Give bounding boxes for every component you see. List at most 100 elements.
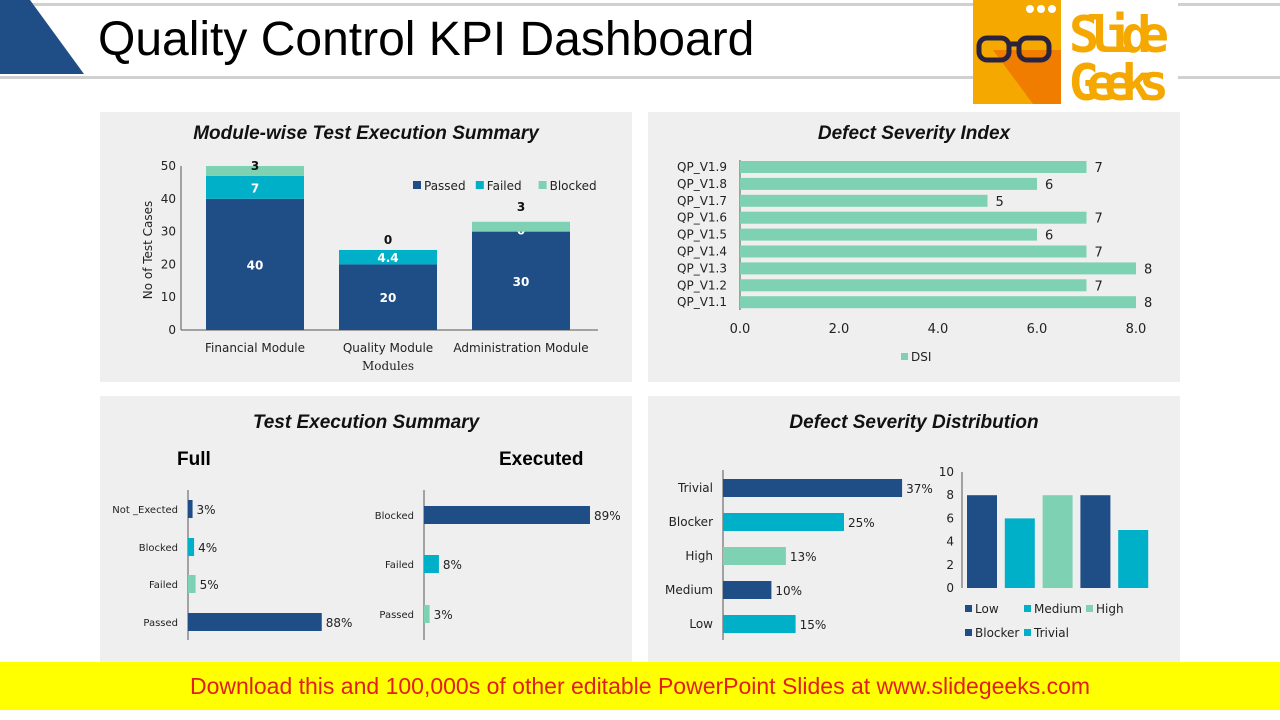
bar [188,613,322,631]
legend-label: Low [975,602,999,616]
svg-text:Slide: Slide [1069,6,1169,64]
y-tick-label: 40 [161,192,176,206]
legend-swatch [475,181,484,189]
data-label: 15% [800,618,827,632]
y-tick-label: Passed [143,618,178,629]
bar [424,506,590,524]
data-label: 5% [200,578,219,592]
y-tick-label: QP_V1.9 [677,160,727,174]
full-title: Full [177,449,211,470]
executed-title: Executed [499,449,584,470]
y-tick-label: Blocked [375,511,414,522]
legend-label: Trivial [1033,626,1069,640]
legend-label: Blocked [550,179,597,193]
bar [723,513,844,531]
y-tick-label: Failed [385,560,414,571]
data-label: 8% [443,558,462,572]
bar-trivial [1118,530,1149,588]
data-label: 3 [517,200,525,214]
x-tick-label: 2.0 [829,322,850,337]
chart-title: Defect Severity Index [817,123,1011,144]
legend-swatch [1086,605,1093,612]
bar-dsi [740,262,1136,275]
bar-dsi [740,194,988,207]
data-label: 6 [1045,229,1053,244]
x-tick-label: Administration Module [453,341,588,355]
bar-dsi [740,211,1087,224]
bar [723,581,772,599]
legend-swatch [901,353,908,360]
chart-title: Test Execution Summary [252,412,480,433]
legend-swatch [1024,629,1031,636]
legend-label: Passed [424,179,466,193]
bar-dsi [740,279,1087,292]
y-tick-label: 4 [946,535,954,549]
legend-label: Failed [487,179,522,193]
footer-banner[interactable]: Download this and 100,000s of other edit… [0,662,1280,710]
data-label: 8 [1144,262,1152,277]
bar-dsi [740,245,1087,258]
legend-swatch [1024,605,1031,612]
data-label: 20 [380,291,397,305]
data-label: 10% [775,584,802,598]
y-tick-label: 10 [161,290,176,304]
data-label: 5 [996,195,1004,210]
data-label: 7 [1095,212,1103,227]
y-tick-label: 8 [946,488,954,502]
y-tick-label: QP_V1.1 [677,295,727,309]
legend-label: Blocker [975,626,1019,640]
data-label: 30 [513,275,530,289]
y-tick-label: QP_V1.6 [677,211,727,225]
bar-dsi [740,228,1037,241]
svg-text:Geeks: Geeks [1069,54,1169,104]
header-rule-bottom [0,76,1280,79]
legend-label: DSI [911,350,931,364]
bar [723,479,903,497]
bar-low [967,495,997,588]
y-tick-label: Failed [149,580,178,591]
data-label: 25% [848,516,875,530]
chart-title: Module-wise Test Execution Summary [193,123,539,144]
data-label: 8 [1144,296,1152,311]
page-title: Quality Control KPI Dashboard [98,13,755,66]
bar-blocked [206,166,304,176]
y-tick-label: 0 [168,323,176,337]
data-label: 3 [251,159,259,173]
header-rule-top [0,3,1280,6]
data-label: 13% [790,550,817,564]
bar-passed [339,264,437,330]
x-tick-label: 6.0 [1027,322,1048,337]
bar-dsi [740,296,1136,309]
data-label: 4.4 [377,251,398,265]
y-tick-label: 2 [946,558,954,572]
y-tick-label: Trivial [677,481,713,495]
data-label: 7 [1095,246,1103,261]
legend-swatch [965,605,972,612]
y-tick-label: Passed [379,610,414,621]
bar [424,555,439,573]
bar [723,615,796,633]
y-tick-label: 50 [161,159,176,173]
bar-blocked [472,221,570,232]
data-label: 37% [906,482,933,496]
y-tick-label: High [685,549,713,563]
x-tick-label: Quality Module [343,341,433,355]
chart-title: Defect Severity Distribution [789,412,1039,433]
x-axis-label: Modules [362,359,414,373]
corner-triangle [0,0,84,74]
bar-medium [1004,518,1035,588]
data-label: 89% [594,509,621,523]
data-label: 6 [1045,178,1053,193]
legend-label: High [1096,602,1124,616]
y-tick-label: 10 [939,465,954,479]
y-tick-label: Blocker [669,515,713,529]
y-tick-label: Blocked [139,543,178,554]
y-tick-label: QP_V1.2 [677,278,727,292]
y-tick-label: QP_V1.4 [677,245,727,259]
data-label: 40 [247,258,264,272]
slidegeeks-logo: Slide Geeks [973,0,1178,112]
legend-swatch [413,181,421,189]
data-label: 7 [1095,279,1103,294]
y-tick-label: QP_V1.5 [677,228,727,242]
bar-blocker [1080,495,1111,588]
